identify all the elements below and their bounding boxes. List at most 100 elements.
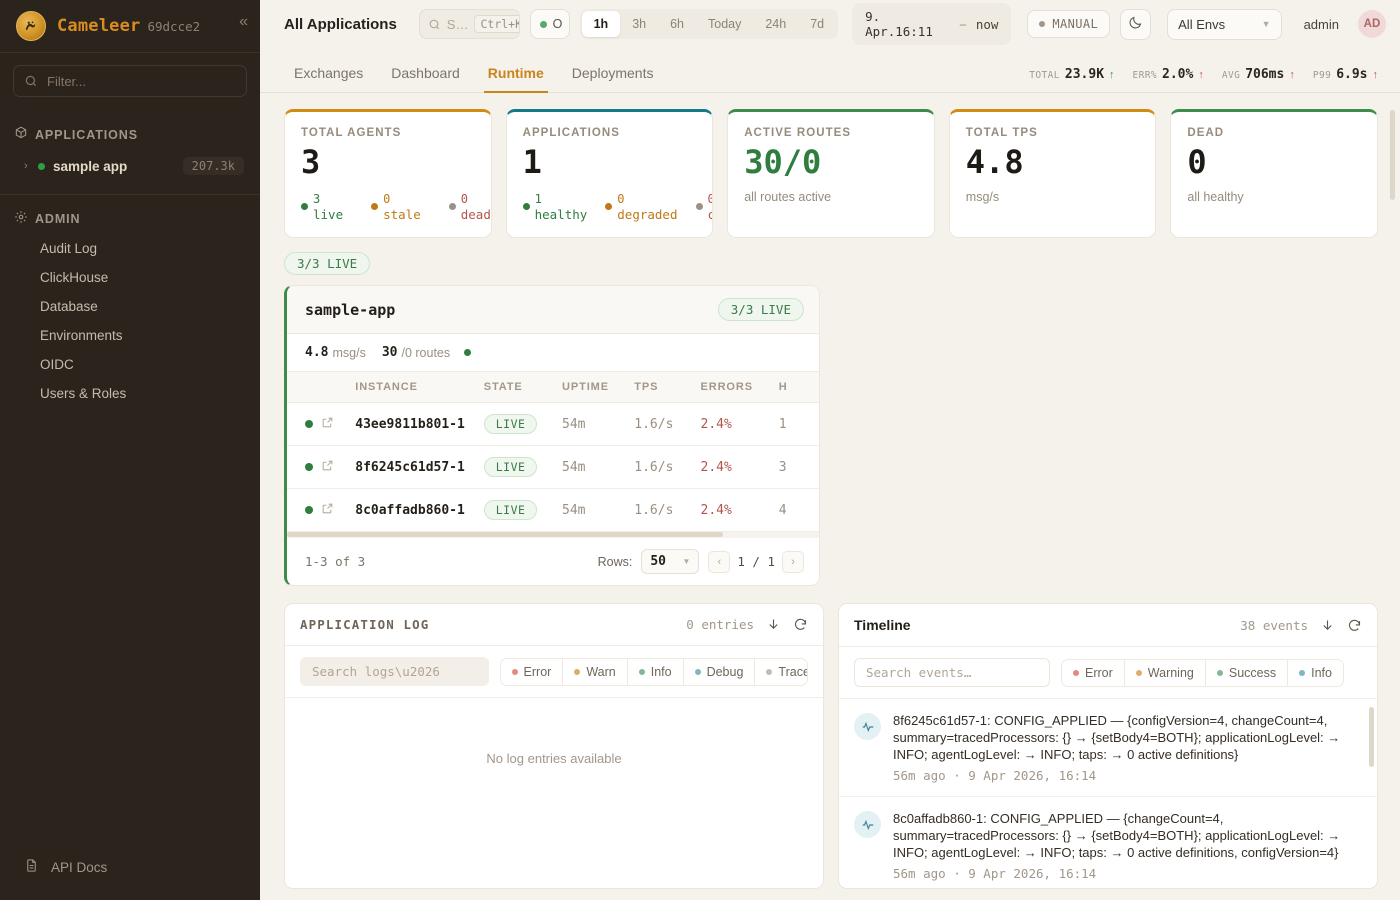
sidebar-item-audit-log[interactable]: Audit Log — [40, 241, 98, 256]
th-tps[interactable]: TPS — [634, 372, 701, 403]
timeline-level-warning[interactable]: Warning — [1125, 659, 1206, 686]
env-select[interactable]: All Envs ▼ — [1167, 8, 1282, 40]
range-btn-6h[interactable]: 6h — [670, 17, 684, 31]
tab-deployments[interactable]: Deployments — [571, 65, 654, 81]
sidebar-item-api-docs[interactable]: API Docs — [0, 850, 260, 884]
status-badge: 3/3 LIVE — [284, 252, 371, 275]
timeline-scrollbar[interactable] — [1369, 707, 1374, 767]
th-heap[interactable]: H — [778, 372, 819, 403]
breakdown-count: 1 — [534, 191, 542, 206]
range-btn-today[interactable]: Today — [708, 17, 742, 31]
tab-dashboard[interactable]: Dashboard — [391, 65, 460, 81]
sidebar-item-oidc[interactable]: OIDC — [40, 357, 74, 372]
timeline-panel-body[interactable]: 8f6245c61d57-1: CONFIG_APPLIED — {config… — [839, 699, 1377, 888]
sidebar-item-environments[interactable]: Environments — [40, 328, 123, 343]
timeline-event[interactable]: 8f6245c61d57-1: CONFIG_APPLIED — {config… — [839, 699, 1377, 797]
timeline-level-success[interactable]: Success — [1206, 659, 1289, 686]
metric-card-subtitle: all healthy — [1187, 189, 1244, 204]
timeline-level-error[interactable]: Error — [1062, 659, 1125, 686]
table-row[interactable]: 8f6245c61d57-1 LIVE 54m 1.6/s 2.4% 3 — [287, 445, 819, 489]
row-open-link[interactable] — [321, 402, 356, 446]
prev-page-button[interactable]: ‹ — [708, 550, 731, 573]
status-dot-live — [38, 162, 45, 170]
live-toggle-button[interactable]: O — [529, 9, 570, 39]
table-row[interactable]: 8c0affadb860-1 LIVE 54m 1.6/s 2.4% 4 — [287, 488, 819, 532]
next-page-button[interactable]: › — [782, 550, 804, 573]
table-row[interactable]: 43ee9811b801-1 LIVE 54m 1.6/s 2.4% 1 — [287, 402, 819, 446]
range-btn-1h[interactable]: 1h — [581, 11, 621, 37]
external-link-icon[interactable] — [321, 416, 334, 429]
tab-runtime[interactable]: Runtime — [474, 65, 558, 93]
th-uptime[interactable]: UPTIME — [562, 372, 635, 403]
th-instance[interactable]: INSTANCE — [355, 372, 484, 403]
table-horizontal-scrollbar[interactable] — [287, 532, 819, 538]
theme-toggle-button[interactable] — [1120, 8, 1152, 40]
timeline-search-input[interactable]: Search events… — [854, 658, 1050, 687]
range-btn-24h[interactable]: 24h — [765, 17, 787, 31]
app-card-status-dot — [464, 349, 472, 356]
refresh-mode-dot — [1039, 21, 1046, 27]
sidebar-item-sample-app[interactable]: › sample app 207.3k — [0, 150, 260, 182]
state-badge: LIVE — [483, 500, 538, 520]
status-dot — [605, 202, 613, 210]
row-uptime: 54m — [562, 402, 635, 446]
row-open-link[interactable] — [321, 445, 356, 489]
metric-card-value: 0 — [1187, 143, 1207, 181]
log-level-warn[interactable]: Warn — [563, 658, 628, 685]
chevron-right-icon[interactable]: › — [24, 160, 28, 172]
avatar[interactable]: AD — [1357, 10, 1386, 38]
range-btn-3h[interactable]: 3h — [632, 17, 647, 31]
log-search-input[interactable]: Search logs\u2026 — [300, 657, 489, 686]
metric-card-dead: DEAD 0 all healthy — [1170, 109, 1378, 238]
row-tps: 1.6/s — [634, 488, 701, 532]
app-card-tps-unit: msg/s — [332, 345, 366, 360]
refresh-icon[interactable] — [1347, 618, 1362, 633]
chevron-down-icon: ▼ — [1261, 19, 1271, 29]
row-heap: 1 — [778, 402, 819, 446]
sidebar-filter-input[interactable] — [47, 73, 236, 89]
sidebar-item-clickhouse[interactable]: ClickHouse — [40, 270, 109, 285]
sidebar-collapse-icon[interactable]: « — [239, 13, 248, 30]
breakdown-degraded: 0 degraded — [605, 192, 678, 223]
range-btn-7d[interactable]: 7d — [810, 17, 825, 31]
log-level-debug[interactable]: Debug — [684, 658, 756, 685]
sidebar-section-label: APPLICATIONS — [35, 127, 138, 142]
global-search[interactable]: S… Ctrl+K — [418, 9, 520, 39]
time-range-display[interactable]: 9. Apr.16:11 − now — [852, 3, 1012, 45]
live-toggle-label: O — [552, 17, 563, 31]
download-icon[interactable] — [766, 617, 781, 632]
rows-per-page-select[interactable]: 50 ▼ — [641, 549, 700, 574]
timeline-event[interactable]: 8c0affadb860-1: CONFIG_APPLIED — {change… — [839, 797, 1377, 888]
status-chip-row: 3/3 LIVE — [284, 252, 1378, 275]
log-level-info[interactable]: Info — [628, 658, 684, 685]
timeline-event-count: 38 events — [1240, 617, 1308, 633]
page-scrollbar[interactable] — [1390, 110, 1395, 200]
th-errors[interactable]: ERRORS — [700, 372, 779, 403]
th-state[interactable]: STATE — [483, 372, 562, 403]
refresh-icon[interactable] — [793, 617, 808, 632]
status-dot-live — [305, 463, 313, 471]
row-open-link[interactable] — [321, 488, 356, 532]
level-label: Error — [523, 664, 552, 679]
row-state: LIVE — [483, 488, 562, 532]
sidebar-item-users-roles[interactable]: Users & Roles — [40, 386, 127, 401]
search-icon — [428, 18, 441, 31]
sidebar-item-database[interactable]: Database — [40, 299, 98, 314]
external-link-icon[interactable] — [321, 502, 334, 515]
sidebar-filter-box[interactable] — [13, 65, 247, 97]
log-level-trace[interactable]: Trace — [755, 659, 807, 685]
timeline-level-info[interactable]: Info — [1288, 660, 1343, 686]
refresh-mode-button[interactable]: MANUAL — [1027, 10, 1111, 38]
download-icon[interactable] — [1320, 618, 1335, 633]
breakdown-stale: 0 stale — [371, 192, 421, 223]
external-link-icon[interactable] — [321, 459, 334, 472]
metric-card-total-agents: TOTAL AGENTS 3 3 live 0 stale — [284, 109, 492, 238]
kpi-avg: AVG 706ms ↑ — [1222, 67, 1295, 82]
timeline-event-time: 56m ago · 9 Apr 2026, 16:14 — [893, 768, 1097, 783]
tab-exchanges[interactable]: Exchanges — [294, 65, 364, 81]
sidebar-footer-label: API Docs — [51, 859, 108, 875]
log-level-error[interactable]: Error — [501, 658, 564, 685]
trend-up-icon: ↑ — [1198, 69, 1204, 81]
breakdown-critical: 0criti — [695, 192, 712, 223]
